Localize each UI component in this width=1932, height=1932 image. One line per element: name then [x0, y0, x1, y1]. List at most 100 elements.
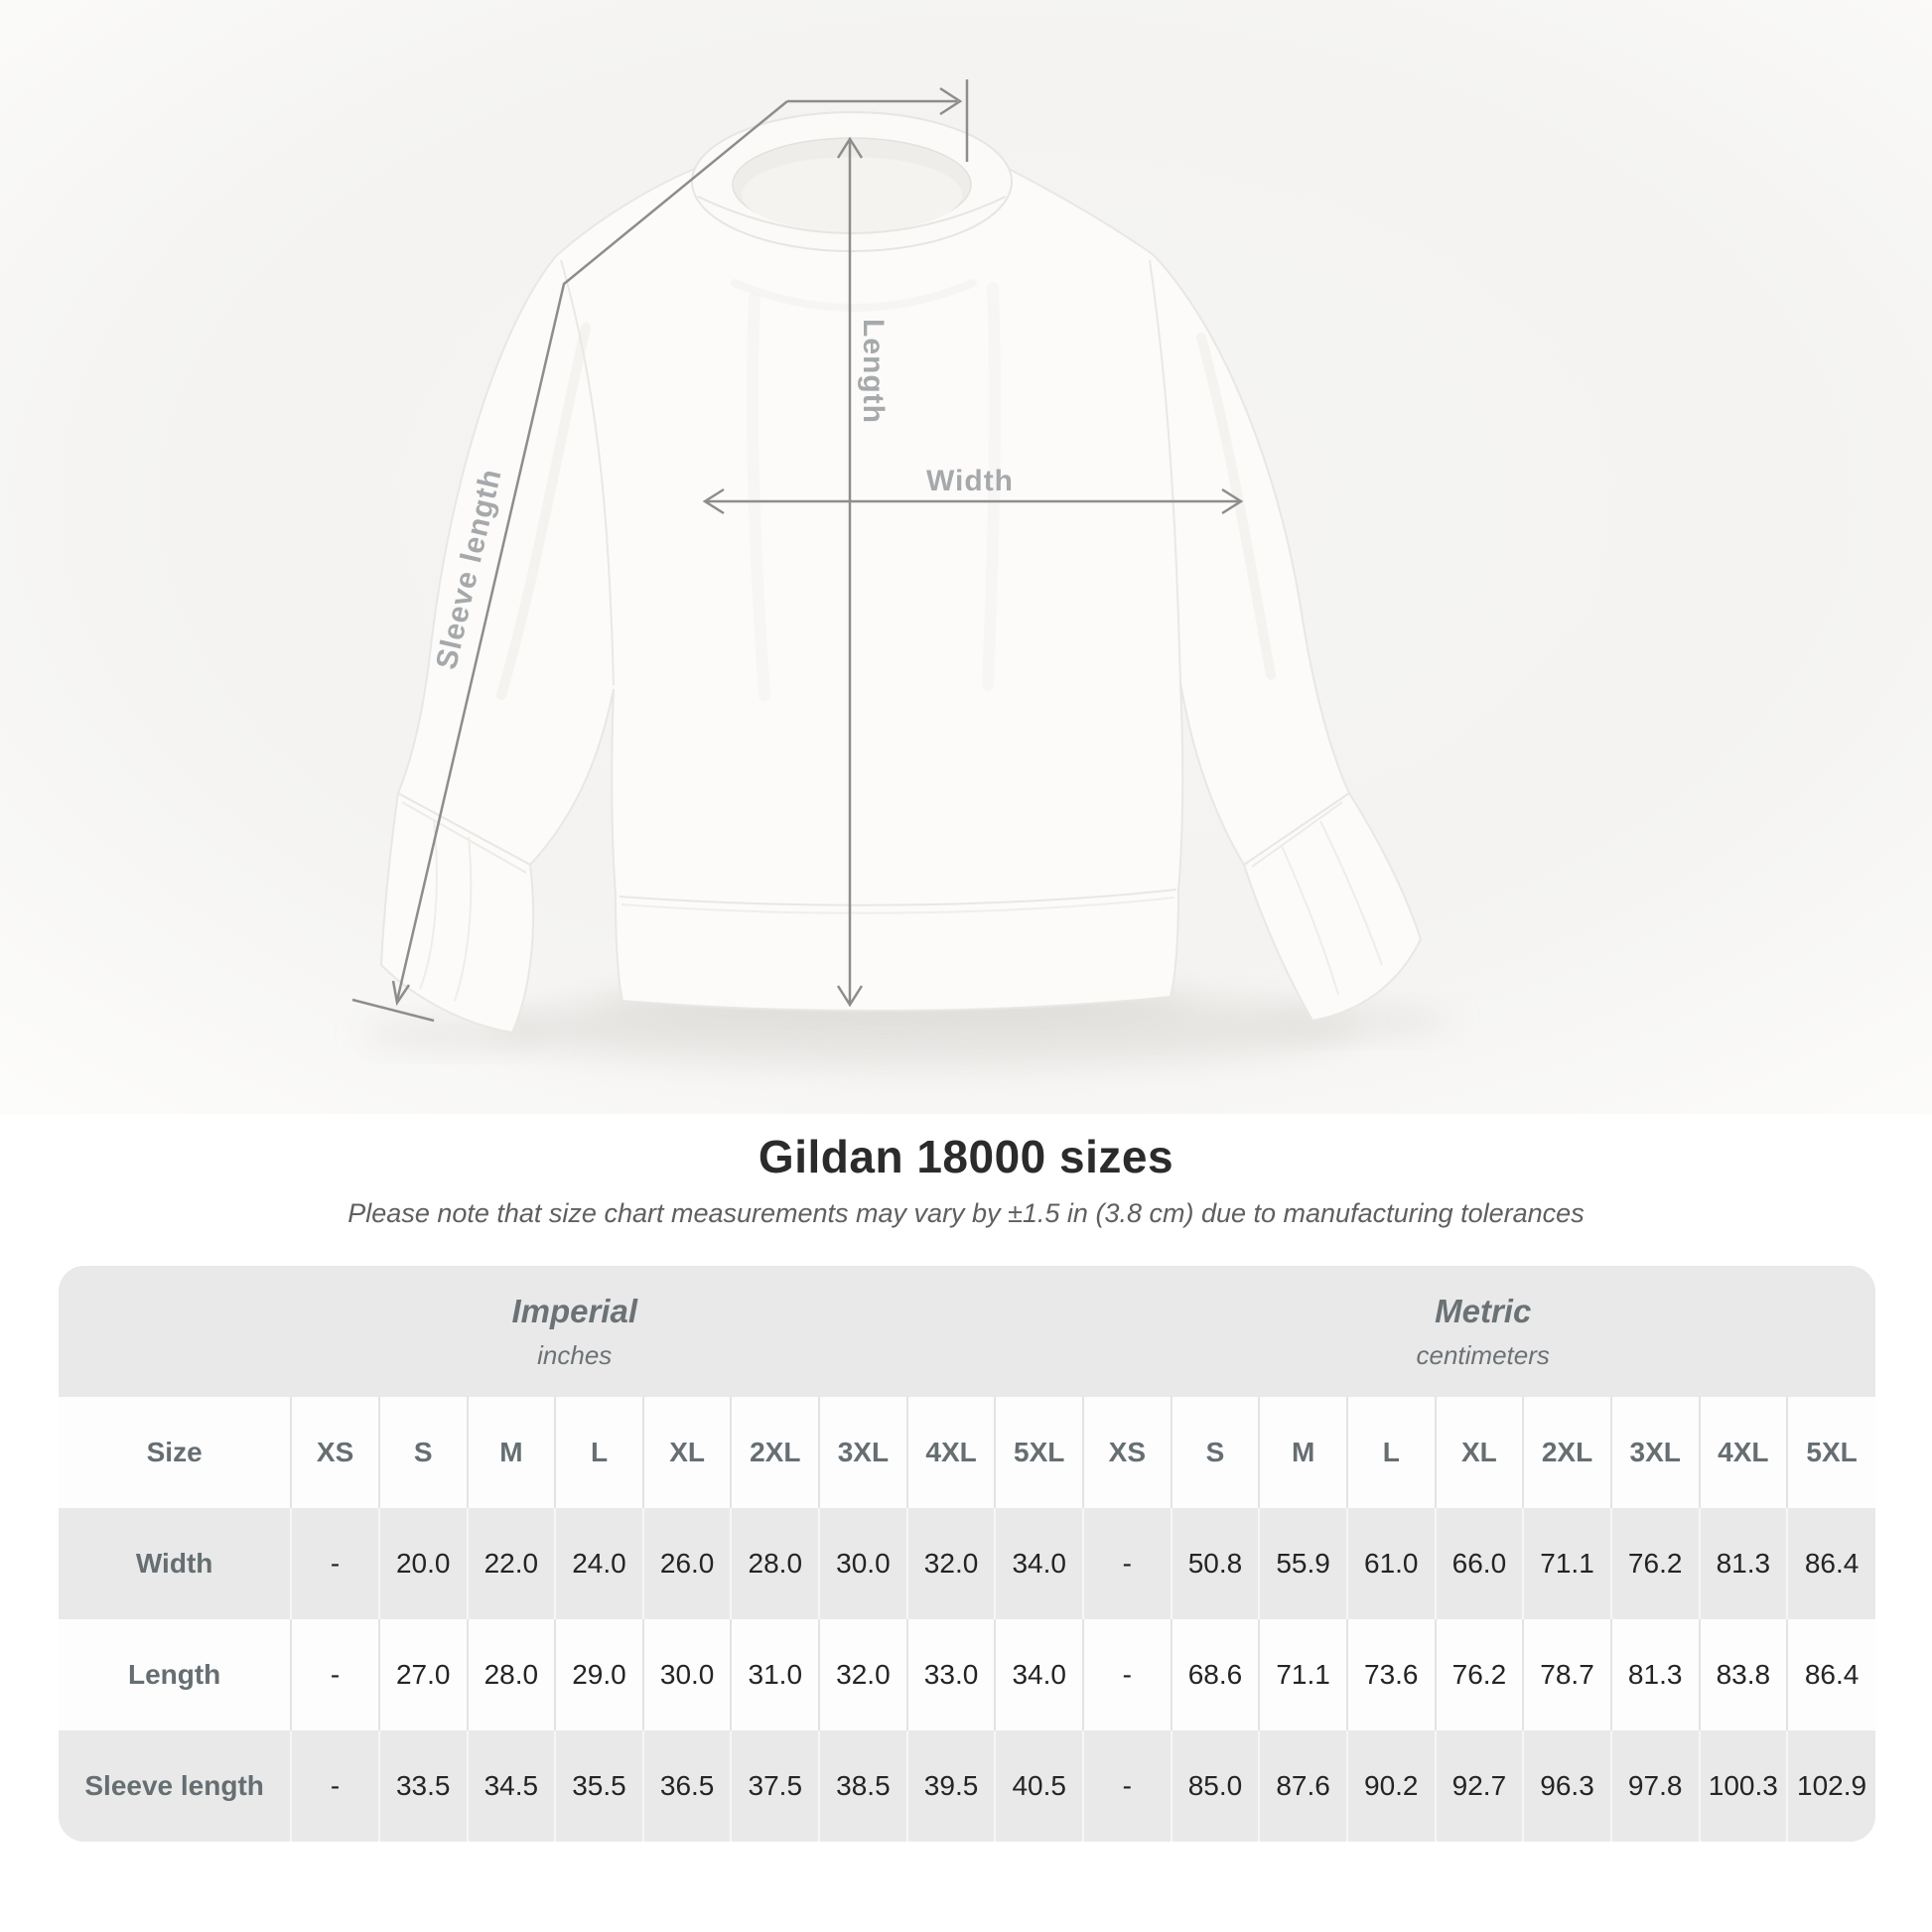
imperial-title: Imperial	[511, 1292, 637, 1329]
width-metric-m: 55.9	[1258, 1508, 1347, 1619]
sleeve-row-label: Sleeve length	[59, 1730, 292, 1842]
length-metric-2xl: 78.7	[1522, 1619, 1611, 1730]
width-imperial-s: 20.0	[377, 1508, 468, 1619]
imperial-size-xs: XS	[290, 1397, 379, 1508]
length-imperial-5xl: 34.0	[994, 1619, 1084, 1730]
imperial-section-header: Imperial inches	[59, 1266, 1090, 1397]
imperial-size-5xl: 5XL	[994, 1397, 1084, 1508]
product-photo-area: Length Width Sleeve length	[0, 0, 1932, 1114]
length-imperial-4xl: 33.0	[905, 1619, 996, 1730]
size-table: Size XS S M L XL 2XL 3XL 4XL 5XL XS S M …	[59, 1397, 1875, 1842]
length-row-label: Length	[59, 1619, 292, 1730]
width-metric-5xl: 86.4	[1786, 1508, 1875, 1619]
length-metric-l: 73.6	[1345, 1619, 1436, 1730]
right-armhole-seam	[1149, 259, 1181, 684]
width-imperial-xl: 26.0	[641, 1508, 732, 1619]
length-imperial-m: 28.0	[466, 1619, 556, 1730]
metric-size-s: S	[1170, 1397, 1260, 1508]
length-metric-xl: 76.2	[1434, 1619, 1524, 1730]
sleeve-imperial-l: 35.5	[554, 1730, 643, 1842]
sweatshirt-illustration	[379, 111, 1423, 1035]
measurement-lines	[351, 79, 1244, 1023]
sleeve-metric-3xl: 97.8	[1609, 1730, 1700, 1842]
left-cuff	[379, 791, 535, 1035]
metric-section-header: Metric centimeters	[1090, 1266, 1875, 1397]
length-imperial-xl: 30.0	[641, 1619, 732, 1730]
width-metric-4xl: 81.3	[1698, 1508, 1788, 1619]
length-metric-xs: -	[1082, 1619, 1172, 1730]
imperial-size-4xl: 4XL	[905, 1397, 996, 1508]
width-metric-s: 50.8	[1170, 1508, 1260, 1619]
length-row: Length - 27.0 28.0 29.0 30.0 31.0 32.0 3…	[59, 1619, 1875, 1730]
sleeve-metric-4xl: 100.3	[1698, 1730, 1788, 1842]
length-imperial-s: 27.0	[377, 1619, 468, 1730]
width-metric-xs: -	[1082, 1508, 1172, 1619]
right-cuff	[1242, 791, 1423, 1023]
sleeve-imperial-4xl: 39.5	[905, 1730, 996, 1842]
sleeve-imperial-xl: 36.5	[641, 1730, 732, 1842]
imperial-size-l: L	[554, 1397, 643, 1508]
imperial-size-m: M	[466, 1397, 556, 1508]
left-armhole-seam	[560, 259, 615, 686]
metric-size-3xl: 3XL	[1609, 1397, 1700, 1508]
metric-size-m: M	[1258, 1397, 1347, 1508]
collar	[691, 111, 1013, 252]
width-row: Width - 20.0 22.0 24.0 26.0 28.0 30.0 32…	[59, 1508, 1875, 1619]
width-imperial-l: 24.0	[554, 1508, 643, 1619]
sleeve-imperial-s: 33.5	[377, 1730, 468, 1842]
width-metric-2xl: 71.1	[1522, 1508, 1611, 1619]
width-label: Width	[926, 465, 1014, 497]
sleeve-metric-xl: 92.7	[1434, 1730, 1524, 1842]
width-metric-xl: 66.0	[1434, 1508, 1524, 1619]
sleeve-imperial-xs: -	[290, 1730, 379, 1842]
sleeve-imperial-2xl: 37.5	[730, 1730, 820, 1842]
sleeve-metric-l: 90.2	[1345, 1730, 1436, 1842]
length-imperial-l: 29.0	[554, 1619, 643, 1730]
imperial-size-xl: XL	[641, 1397, 732, 1508]
width-row-label: Width	[59, 1508, 292, 1619]
length-metric-s: 68.6	[1170, 1619, 1260, 1730]
width-imperial-4xl: 32.0	[905, 1508, 996, 1619]
imperial-unit: inches	[537, 1339, 613, 1370]
sleeve-length-line	[351, 79, 969, 1023]
sweatshirt-measurement-diagram: Length Width Sleeve length	[0, 0, 1932, 1114]
sleeve-length-row: Sleeve length - 33.5 34.5 35.5 36.5 37.5…	[59, 1730, 1875, 1842]
sleeve-imperial-3xl: 38.5	[818, 1730, 907, 1842]
metric-size-xl: XL	[1434, 1397, 1524, 1508]
metric-size-5xl: 5XL	[1786, 1397, 1875, 1508]
width-imperial-3xl: 30.0	[818, 1508, 907, 1619]
length-label: Length	[857, 319, 890, 424]
width-imperial-xs: -	[290, 1508, 379, 1619]
width-imperial-2xl: 28.0	[730, 1508, 820, 1619]
length-metric-4xl: 83.8	[1698, 1619, 1788, 1730]
width-imperial-5xl: 34.0	[994, 1508, 1084, 1619]
width-metric-l: 61.0	[1345, 1508, 1436, 1619]
metric-size-l: L	[1345, 1397, 1436, 1508]
length-imperial-3xl: 32.0	[818, 1619, 907, 1730]
sleeve-metric-5xl: 102.9	[1786, 1730, 1875, 1842]
width-metric-3xl: 76.2	[1609, 1508, 1700, 1619]
imperial-size-2xl: 2XL	[730, 1397, 820, 1508]
size-header-row: Size XS S M L XL 2XL 3XL 4XL 5XL XS S M …	[59, 1397, 1875, 1508]
metric-size-4xl: 4XL	[1698, 1397, 1788, 1508]
sleeve-metric-m: 87.6	[1258, 1730, 1347, 1842]
imperial-size-s: S	[377, 1397, 468, 1508]
length-imperial-2xl: 31.0	[730, 1619, 820, 1730]
metric-unit: centimeters	[1416, 1339, 1550, 1370]
sleeve-metric-s: 85.0	[1170, 1730, 1260, 1842]
length-metric-m: 71.1	[1258, 1619, 1347, 1730]
metric-title: Metric	[1435, 1292, 1532, 1329]
tolerance-note: Please note that size chart measurements…	[347, 1198, 1585, 1228]
length-imperial-xs: -	[290, 1619, 379, 1730]
metric-size-2xl: 2XL	[1522, 1397, 1611, 1508]
sleeve-metric-xs: -	[1082, 1730, 1172, 1842]
sleeve-imperial-5xl: 40.5	[994, 1730, 1084, 1842]
width-line	[702, 487, 1244, 515]
length-metric-3xl: 81.3	[1609, 1619, 1700, 1730]
page-title: Gildan 18000 sizes	[758, 1131, 1174, 1182]
sleeve-imperial-m: 34.5	[466, 1730, 556, 1842]
size-column-header: Size	[59, 1397, 292, 1508]
length-metric-5xl: 86.4	[1786, 1619, 1875, 1730]
sleeve-metric-2xl: 96.3	[1522, 1730, 1611, 1842]
length-line	[836, 136, 864, 1008]
